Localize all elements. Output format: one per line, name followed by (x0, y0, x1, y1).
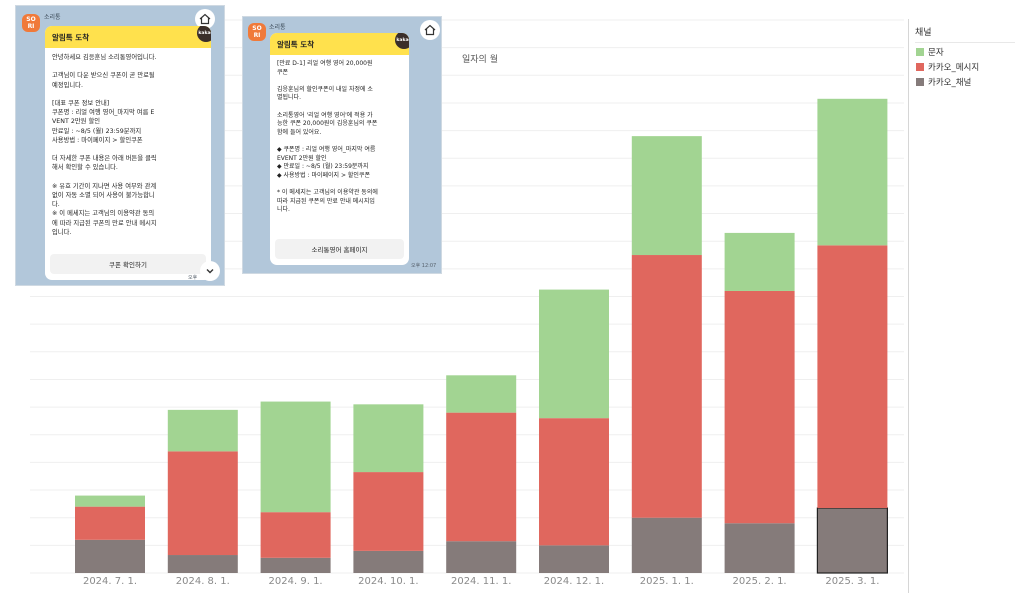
bar-segment[interactable] (446, 541, 517, 573)
bar-segment[interactable] (167, 555, 238, 573)
bar-segment[interactable] (260, 401, 331, 513)
bar-segment[interactable] (260, 512, 331, 558)
x-tick-label: 2025. 2. 1. (733, 576, 787, 587)
bubble-header: 알림톡 도착 kakao (270, 33, 409, 55)
kakao-badge-icon: kakao (197, 26, 211, 42)
bar-segment[interactable] (353, 550, 424, 573)
legend-title: 채널 (915, 25, 1015, 43)
legend-label: 문자 (928, 48, 944, 58)
bar-segment[interactable] (446, 412, 517, 542)
chat-screenshot-1: SO RI 소리통 알림톡 도착 kakao 안녕하세요 김응훈님 소리통영어입… (16, 6, 224, 285)
x-tick-labels: 2024. 7. 1. 2024. 8. 1. 2024. 9. 1. 2024. 1… (83, 576, 879, 587)
bar-segment[interactable] (539, 418, 609, 546)
bar-segment[interactable] (75, 495, 145, 507)
bar-segment[interactable] (724, 290, 795, 524)
x-tick-label: 2024. 7. 1. (83, 576, 137, 587)
bar-segment[interactable] (75, 506, 145, 540)
avatar: SO RI (248, 23, 266, 41)
bars (75, 98, 889, 574)
bar-segment[interactable] (353, 472, 424, 551)
bar-segment[interactable] (75, 539, 145, 573)
message-bubble: 알림톡 도착 kakao [만료 D-1] 리얼 여행 영어 20,000원 쿠… (270, 33, 409, 265)
bar-segment[interactable] (539, 289, 609, 419)
chat-screenshot-2: SO RI 소리통 알림톡 도착 kakao [만료 D-1] 리얼 여행 영어… (243, 17, 441, 273)
bubble-header: 알림톡 도착 kakao (45, 26, 211, 48)
stacked-bar-chart: 2024. 7. 1. 2024. 8. 1. 2024. 9. 1. 2024. 1… (30, 19, 904, 587)
legend-item[interactable]: 카카오_메시지 (916, 61, 1020, 73)
bar-segment[interactable] (167, 409, 238, 452)
legend-item[interactable]: 카카오_채널 (916, 76, 1020, 88)
avatar: SO RI (22, 14, 40, 32)
x-tick-label: 2024. 9. 1. (269, 576, 323, 587)
legend-swatch (916, 63, 924, 71)
home-button[interactable] (420, 20, 440, 40)
message-time: 오후 12:07 (411, 263, 437, 269)
bar-segment[interactable] (631, 255, 702, 518)
scroll-down-button[interactable] (200, 261, 220, 281)
x-tick-label: 2025. 3. 1. (825, 576, 879, 587)
bar-segment[interactable] (539, 545, 609, 573)
legend-item[interactable]: 문자 (916, 46, 1020, 58)
x-tick-label: 2025. 1. 1. (640, 576, 694, 587)
message-body: [만료 D-1] 리얼 여행 영어 20,000원 쿠폰 김응훈님의 할인쿠폰이… (277, 60, 378, 214)
bar-segment[interactable] (816, 507, 889, 574)
sender-name: 소리통 (44, 14, 61, 21)
message-time: 오후 (188, 275, 198, 281)
x-tick-label: 2024. 11. 1. (451, 576, 511, 587)
sender-name: 소리통 (269, 24, 286, 31)
legend-label: 카카오_메시지 (928, 63, 980, 73)
x-tick-label: 2024. 8. 1. (176, 576, 230, 587)
bar-segment[interactable] (817, 98, 888, 246)
message-bubble: 알림톡 도착 kakao 안녕하세요 김응훈님 소리통영어입니다. 고객님이 다… (45, 26, 211, 280)
legend-label: 카카오_채널 (928, 78, 972, 88)
home-button[interactable] (195, 9, 215, 29)
bar-segment[interactable] (631, 136, 702, 256)
chevron-down-icon (206, 269, 214, 274)
bar-segment[interactable] (446, 375, 517, 413)
bar-segment[interactable] (724, 232, 795, 291)
homepage-button[interactable]: 소리통영어 홈페이지 (275, 239, 404, 259)
bar-segment[interactable] (260, 557, 331, 573)
avatar-text: SO RI (252, 25, 262, 39)
bar-segment[interactable] (167, 451, 238, 556)
message-body: 안녕하세요 김응훈님 소리통영어입니다. 고객님이 다운 받으신 쿠폰이 곧 만… (52, 54, 157, 236)
x-tick-label: 2024. 12. 1. (544, 576, 604, 587)
bar-segment[interactable] (817, 245, 888, 509)
home-icon (424, 24, 436, 36)
bubble-header-text: 알림톡 도착 (52, 32, 90, 42)
bubble-header-text: 알림톡 도착 (277, 39, 315, 49)
legend-swatch (916, 48, 924, 56)
kakao-badge-icon: kakao (395, 33, 409, 49)
home-icon (199, 13, 211, 25)
legend-swatch (916, 78, 924, 86)
bar-segment[interactable] (353, 404, 424, 473)
chart-title: 일자의 월 (462, 53, 498, 65)
bar-segment[interactable] (631, 517, 702, 573)
avatar-text: SO RI (26, 16, 36, 30)
check-coupon-button[interactable]: 쿠폰 확인하기 (50, 254, 206, 274)
x-tick-label: 2024. 10. 1. (358, 576, 418, 587)
bar-segment[interactable] (724, 523, 795, 573)
